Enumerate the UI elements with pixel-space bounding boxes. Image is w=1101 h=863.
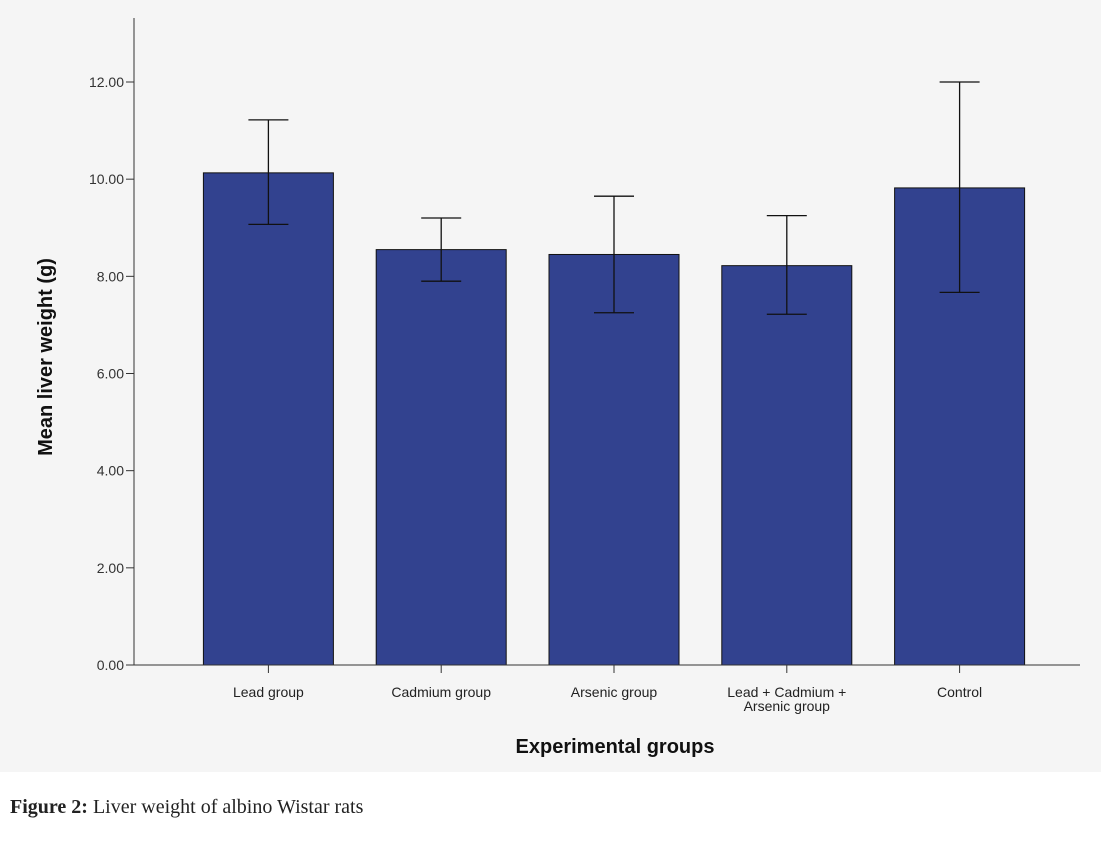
x-tick-label: Control xyxy=(937,684,982,700)
y-tick-label: 6.00 xyxy=(97,366,124,382)
x-tick-label: Arsenic group xyxy=(744,698,831,714)
y-tick-label: 2.00 xyxy=(97,560,124,576)
x-axis-title: Experimental groups xyxy=(516,736,715,758)
figure-caption-label: Figure 2: xyxy=(10,796,88,818)
bar xyxy=(375,249,507,666)
bar xyxy=(721,265,853,666)
error-bars xyxy=(248,81,980,315)
x-tick-label: Cadmium group xyxy=(391,684,491,700)
y-tick-label: 4.00 xyxy=(97,463,124,479)
y-tick-label: 0.00 xyxy=(97,657,124,673)
y-axis-title: Mean liver weight (g) xyxy=(35,258,57,456)
bar-chart: 0.00 2.00 4.00 6.00 8.00 10.00 12.00 Lead grou… xyxy=(35,18,1080,758)
figure-caption-text: Liver weight of albino Wistar rats xyxy=(87,796,364,818)
x-tick-label: Lead group xyxy=(233,684,304,700)
x-tick-label: Lead + Cadmium + xyxy=(727,684,846,700)
bar xyxy=(202,172,334,666)
bars xyxy=(202,172,1026,666)
x-tick-label: Arsenic group xyxy=(571,684,658,700)
bar xyxy=(548,253,680,666)
y-tick-label: 10.00 xyxy=(89,171,124,187)
y-tick-label: 8.00 xyxy=(97,268,124,284)
x-axis: Lead group Cadmium group Arsenic group Lead… xyxy=(134,664,1080,714)
y-tick-label: 12.00 xyxy=(89,74,124,90)
figure-caption: Figure 2: Liver weight of albino Wistar … xyxy=(10,796,363,819)
chart-panel: 0.00 2.00 4.00 6.00 8.00 10.00 12.00 Lead grou… xyxy=(35,18,1080,758)
y-axis: 0.00 2.00 4.00 6.00 8.00 10.00 12.00 xyxy=(89,18,135,673)
